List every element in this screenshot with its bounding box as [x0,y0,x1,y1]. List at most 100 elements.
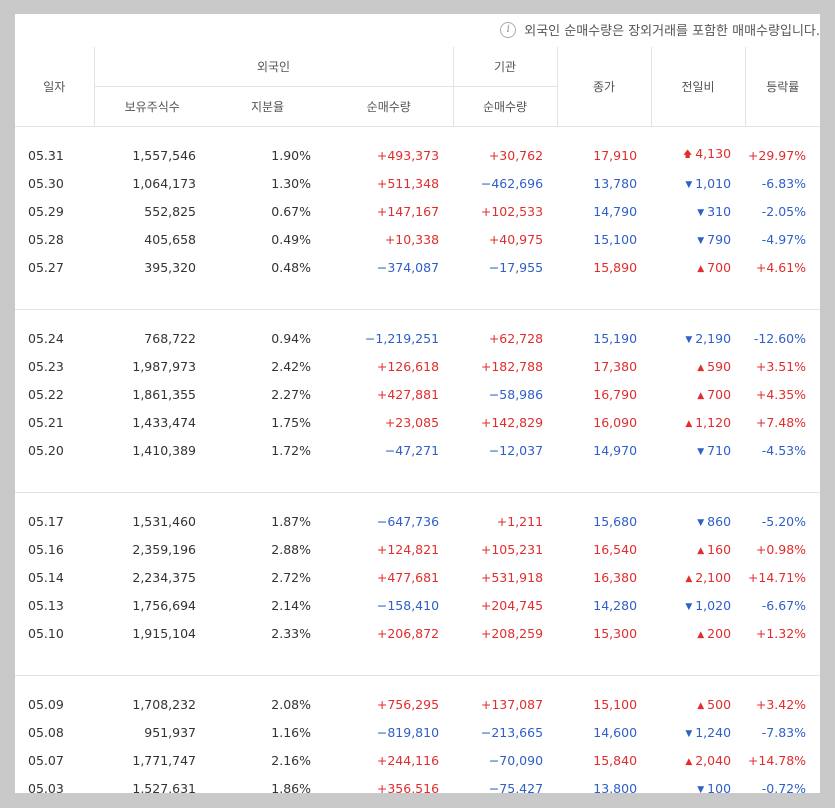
cell-change: ▲ 500 [651,690,745,718]
cell-inst-net: +40,975 [488,231,544,247]
cell-change: ▼ 1,240 [651,718,745,746]
notice-bar: i 외국인 순매수량은 장외거래를 포함한 매매수량입니다. [460,14,820,45]
cell-close: 15,190 [593,330,638,346]
down-triangle-icon: ▼ [697,517,705,528]
cell-foreign-net: −1,219,251 [364,330,440,346]
cell-ratio: 2.16% [271,752,311,768]
cell-close: 13,800 [593,780,638,794]
cell-foreign-net: +10,338 [384,231,440,247]
cell-foreign-net: +206,872 [376,625,440,641]
cell-inst-net: −462,696 [480,175,544,191]
cell-foreign-net: +147,167 [376,203,440,219]
cell-ratio: 2.14% [271,597,311,613]
cell-change: ▲ 700 [651,253,745,281]
cell-date: 05.14 [28,569,64,585]
cell-inst-net: −58,986 [488,386,544,402]
cell-change: 🡅 4,130 [651,141,745,169]
cell-rate: -7.83% [761,724,807,740]
cell-date: 05.24 [28,330,64,346]
cell-close: 16,380 [593,569,638,585]
table-row: 05.17 1,531,460 1.87% −647,736 +1,211 15,680 ▼… [15,507,820,535]
cell-holdings: 1,433,474 [132,414,196,430]
change-value: 500 [707,696,732,712]
up-triangle-icon: ▲ [697,362,705,373]
table-row: 05.13 1,756,694 2.14% −158,410 +204,745 14,28… [15,591,820,619]
cell-ratio: 2.08% [271,696,311,712]
change-value: 1,120 [695,414,732,430]
cell-change: ▲ 1,120 [651,408,745,436]
up-triangle-icon: ▲ [697,700,705,711]
cell-close: 15,840 [593,752,638,768]
cell-change: ▼ 100 [651,774,745,794]
cell-rate: -12.60% [753,330,807,346]
cell-rate: +29.97% [747,147,807,163]
cell-rate: -6.83% [761,175,807,191]
cell-inst-net: +105,231 [480,541,544,557]
cell-date: 05.30 [28,175,64,191]
cell-date: 05.20 [28,442,64,458]
cell-inst-net: +531,918 [480,569,544,585]
cell-inst-net: +30,762 [488,147,544,163]
cell-holdings: 1,527,631 [132,780,196,794]
cell-close: 16,090 [593,414,638,430]
down-triangle-icon: ▼ [685,334,693,345]
cell-inst-net: −17,955 [488,259,544,275]
cell-inst-net: +204,745 [480,597,544,613]
up-triangle-icon: ▲ [697,263,705,274]
change-value: 2,100 [695,569,732,585]
upper-limit-arrow-icon: 🡅 [682,150,693,160]
header-foreign: 외국인 [93,47,454,87]
cell-close: 15,100 [593,696,638,712]
cell-foreign-net: +477,681 [376,569,440,585]
up-triangle-icon: ▲ [697,390,705,401]
cell-foreign-net: −647,736 [376,513,440,529]
cell-rate: +14.78% [747,752,807,768]
change-value: 2,190 [695,330,732,346]
table-row: 05.27 395,320 0.48% −374,087 −17,955 15,890 ▲ 7… [15,253,820,281]
up-triangle-icon: ▲ [697,629,705,640]
cell-rate: +7.48% [755,414,807,430]
table-row: 05.09 1,708,232 2.08% +756,295 +137,087 15,10… [15,690,820,718]
cell-foreign-net: +244,116 [376,752,440,768]
down-triangle-icon: ▼ [697,207,705,218]
cell-rate: -4.53% [761,442,807,458]
cell-date: 05.07 [28,752,64,768]
cell-date: 05.03 [28,780,64,794]
cell-rate: -4.97% [761,231,807,247]
change-value: 790 [707,231,732,247]
cell-ratio: 0.94% [271,330,311,346]
cell-inst-net: −12,037 [488,442,544,458]
cell-holdings: 395,320 [144,259,196,275]
cell-date: 05.10 [28,625,64,641]
cell-holdings: 1,410,389 [132,442,196,458]
cell-close: 14,600 [593,724,638,740]
header-close: 종가 [556,47,652,127]
cell-close: 15,680 [593,513,638,529]
change-value: 310 [707,203,732,219]
info-icon[interactable]: i [500,21,517,38]
cell-rate: -5.20% [761,513,807,529]
cell-foreign-net: −819,810 [376,724,440,740]
down-triangle-icon: ▼ [685,601,693,612]
header-rate: 등락률 [744,47,820,127]
table-row: 05.28 405,658 0.49% +10,338 +40,975 15,100 ▼ 79… [15,225,820,253]
cell-close: 17,910 [593,147,638,163]
down-triangle-icon: ▼ [685,179,693,190]
cell-holdings: 1,756,694 [132,597,196,613]
cell-date: 05.27 [28,259,64,275]
cell-holdings: 1,708,232 [132,696,196,712]
cell-date: 05.29 [28,203,64,219]
cell-rate: -2.05% [761,203,807,219]
change-value: 590 [707,358,732,374]
table-row: 05.30 1,064,173 1.30% +511,348 −462,696 13,78… [15,169,820,197]
cell-foreign-net: +126,618 [376,358,440,374]
up-triangle-icon: ▲ [685,756,693,767]
cell-inst-net: +102,533 [480,203,544,219]
change-value: 100 [707,780,732,794]
table-row: 05.21 1,433,474 1.75% +23,085 +142,829 16,090… [15,408,820,436]
cell-inst-net: +62,728 [488,330,544,346]
cell-change: ▲ 2,100 [651,563,745,591]
table-row: 05.24 768,722 0.94% −1,219,251 +62,728 15,190… [15,324,820,352]
notice-text: 외국인 순매수량은 장외거래를 포함한 매매수량입니다. [524,24,820,39]
up-triangle-icon: ▲ [685,573,693,584]
